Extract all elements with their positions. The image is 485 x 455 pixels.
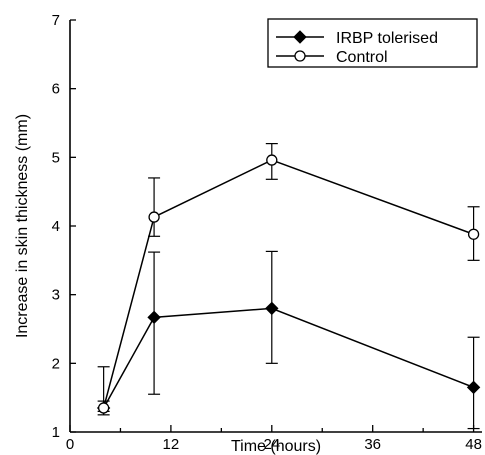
- legend: IRBP tolerised Control: [267, 18, 478, 68]
- series-line: [102, 159, 474, 409]
- x-axis-title: Time (hours): [231, 438, 321, 455]
- x-tick-label: 12: [163, 436, 180, 453]
- data-point: [148, 211, 160, 223]
- legend-label: Control: [336, 49, 388, 66]
- x-tick-label: 0: [66, 436, 74, 453]
- y-tick-labels: 1 2 3 4 5 6 7: [52, 12, 60, 441]
- data-point: [97, 402, 110, 414]
- data-point: [147, 310, 161, 325]
- axes: [69, 20, 482, 433]
- legend-item-irbp-tolerised: IRBP tolerised: [276, 30, 438, 47]
- series: [96, 143, 481, 430]
- y-axis-title: Increase in skin thickness (mm): [14, 114, 31, 338]
- legend-item-control: Control: [276, 49, 388, 66]
- x-tick-labels: 0 12 24 36 48: [66, 436, 482, 453]
- x-tick-label: 48: [465, 436, 482, 453]
- x-tick-label: 36: [364, 436, 381, 453]
- data-point: [467, 228, 480, 240]
- y-tick-label: 4: [52, 218, 60, 235]
- y-tick-label: 3: [52, 287, 60, 304]
- y-tick-label: 6: [52, 81, 60, 98]
- data-point: [266, 154, 278, 166]
- x-tick-label: 24: [263, 436, 280, 453]
- y-tick-label: 1: [52, 424, 60, 441]
- legend-items: IRBP tolerised Control: [276, 30, 438, 66]
- data-point: [265, 301, 279, 316]
- data-point: [466, 380, 481, 395]
- series-line: [102, 307, 474, 409]
- y-tick-label: 5: [52, 149, 60, 166]
- tick-marks: [69, 19, 475, 433]
- series-irbp-tolerised: [96, 250, 481, 430]
- legend-marker: [294, 50, 306, 62]
- y-tick-label: 7: [52, 12, 60, 29]
- legend-label: IRBP tolerised: [336, 30, 438, 47]
- y-tick-label: 2: [52, 355, 60, 372]
- legend-marker: [293, 30, 307, 44]
- series-control: [97, 143, 480, 416]
